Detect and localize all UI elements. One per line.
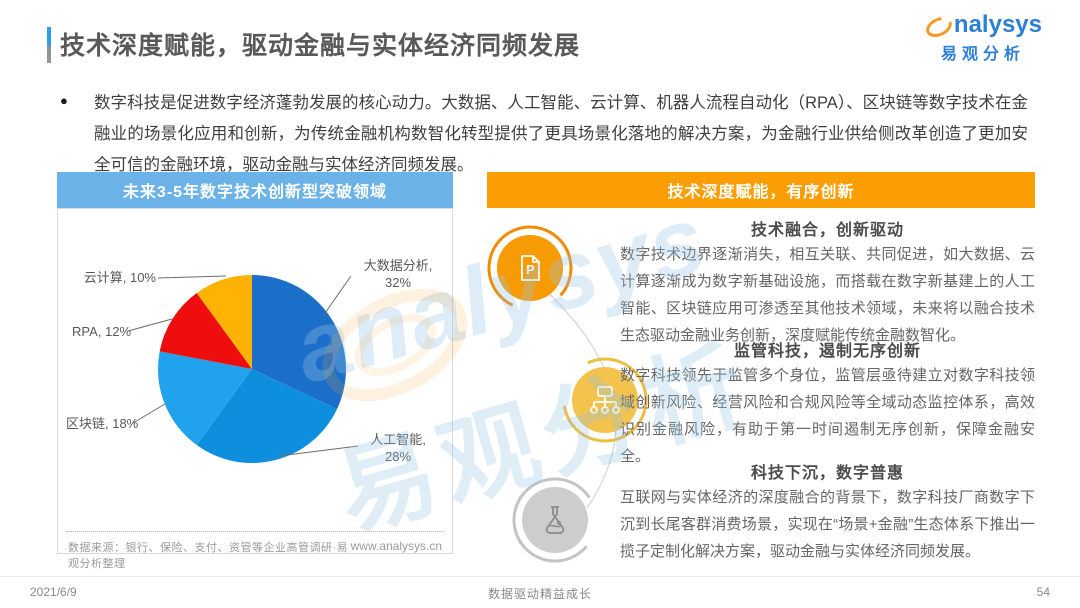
footer-page-number: 54 — [1036, 585, 1050, 599]
title-accent-bar — [47, 27, 51, 63]
pie-slice-云计算 — [196, 275, 252, 369]
summary-text: 数字科技是促进数字经济蓬勃发展的核心动力。大数据、人工智能、云计算、机器人流程自… — [94, 94, 1028, 174]
pie-chart — [154, 271, 350, 467]
sitemap-icon — [590, 386, 620, 414]
right-panel: P — [487, 208, 1035, 563]
logo-brand-text: nalysys — [953, 11, 1042, 38]
summary-bullet: ● 数字科技是促进数字经济蓬勃发展的核心动力。大数据、人工智能、云计算、机器人流… — [60, 88, 1028, 181]
footer-date: 2021/6/9 — [30, 585, 77, 599]
document-p-icon: P — [521, 255, 540, 281]
left-panel-header: 未来3-5年数字技术创新型突破领域 — [57, 172, 453, 208]
section2-title: 监管科技，遏制无序创新 — [733, 343, 921, 360]
analysys-swirl-icon — [926, 17, 952, 37]
section2-icon-circle — [572, 367, 638, 433]
pie-label-cloud: 云计算, 10% — [83, 270, 156, 285]
pie-label-ai: 人工智能, 28% — [370, 432, 426, 464]
svg-text:P: P — [526, 262, 535, 277]
footer-slogan: 数据驱动精益成长 — [487, 587, 592, 601]
pie-slice-RPA — [159, 292, 252, 369]
section3-body: 互联网与实体经济的深度融合的背景下，数字科技厂商数字下沉到长尾客群消费场景，实现… — [620, 489, 1035, 560]
section1-body: 数字技术边界逐渐消失，相互关联、共同促进，如大数据、云计算逐渐成为数字新基础设施… — [620, 246, 1035, 344]
data-source-text: 数据来源：银行、保险、支付、资管等企业高管调研·易观分析整理 — [68, 542, 349, 570]
analysys-logo: nalysys 易观分析 — [924, 12, 1042, 64]
pie-label-blockchain: 区块链, 18% — [66, 416, 139, 431]
source-divider — [66, 531, 444, 532]
page-title: 技术深度赋能，驱动金融与实体经济同频发展 — [60, 32, 581, 60]
pie-slice-区块链 — [158, 351, 252, 446]
pie-chart-svg — [158, 275, 346, 463]
footer: 2021/6/9 数据驱动精益成长 54 — [0, 576, 1080, 608]
right-panel-header: 技术深度赋能，有序创新 — [487, 172, 1035, 208]
pie-label-rpa: RPA, 12% — [72, 324, 132, 339]
flask-icon — [545, 506, 565, 534]
pie-label-bigdata: 大数据分析, 32% — [363, 258, 433, 290]
pie-slice-人工智能 — [196, 369, 338, 463]
section2-body: 数字科技领先于监管多个身位，监管层亟待建立对数字科技领域创新风险、经营风险和合规… — [620, 367, 1035, 465]
pie-chart-card: 大数据分析, 32% 人工智能, 28% 区块链, 18% RPA, 12% 云计算… — [57, 208, 453, 570]
section1-title: 技术融合，创新驱动 — [750, 222, 904, 239]
pie-slice-大数据分析 — [252, 275, 346, 410]
website-text: www.analysys.cn — [350, 539, 442, 553]
section1-icon-circle: P — [497, 235, 563, 301]
section3-icon-circle — [522, 487, 588, 553]
bullet-marker: ● — [60, 93, 68, 108]
logo-brand-cn: 易观分析 — [940, 46, 1025, 63]
section3-title: 科技下沉，数字普惠 — [750, 465, 904, 482]
